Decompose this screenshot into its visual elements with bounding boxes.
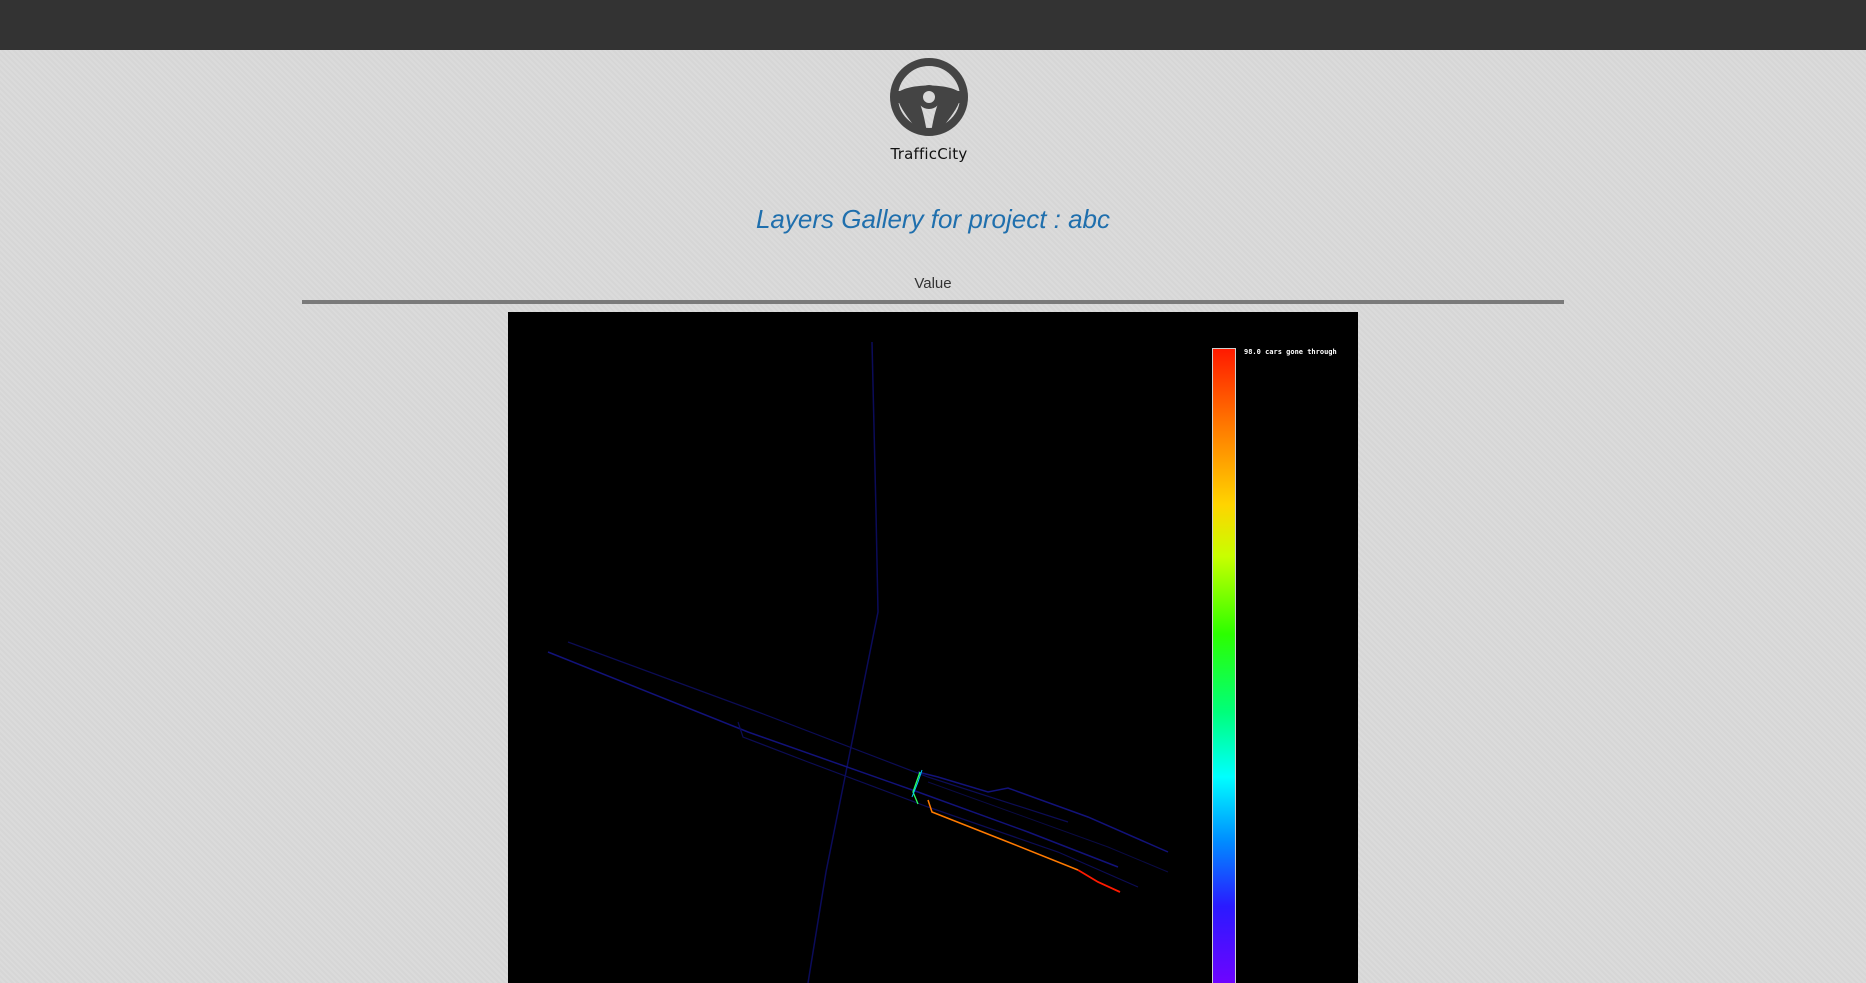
road-network-map bbox=[547, 341, 1169, 983]
road-vertical bbox=[807, 341, 879, 983]
traffic-layer-image[interactable]: 98.0 cars gone through bbox=[508, 312, 1358, 983]
road-diagonal-main bbox=[547, 651, 1119, 868]
section-divider bbox=[302, 300, 1564, 304]
page-title: Layers Gallery for project : abc bbox=[755, 204, 1111, 234]
road-branch-right bbox=[917, 771, 1169, 853]
traffic-segment-cyan bbox=[911, 769, 923, 798]
road-diagonal-lower bbox=[737, 721, 1139, 888]
steering-wheel-icon bbox=[890, 58, 968, 136]
road-branch-far bbox=[927, 781, 1169, 873]
layer-section-label: Value bbox=[914, 275, 952, 292]
traffic-segment-red bbox=[1077, 869, 1121, 893]
app-name: TrafficCity bbox=[890, 145, 968, 163]
road-diagonal-upper bbox=[567, 641, 1069, 823]
traffic-segment-orange bbox=[927, 799, 1079, 871]
legend-colorbar bbox=[1212, 348, 1236, 983]
legend-max-label: 98.0 cars gone through bbox=[1244, 348, 1337, 356]
top-navbar bbox=[0, 0, 1866, 50]
traffic-segment-green bbox=[912, 771, 921, 805]
app-logo-link[interactable]: TrafficCity bbox=[877, 57, 981, 167]
